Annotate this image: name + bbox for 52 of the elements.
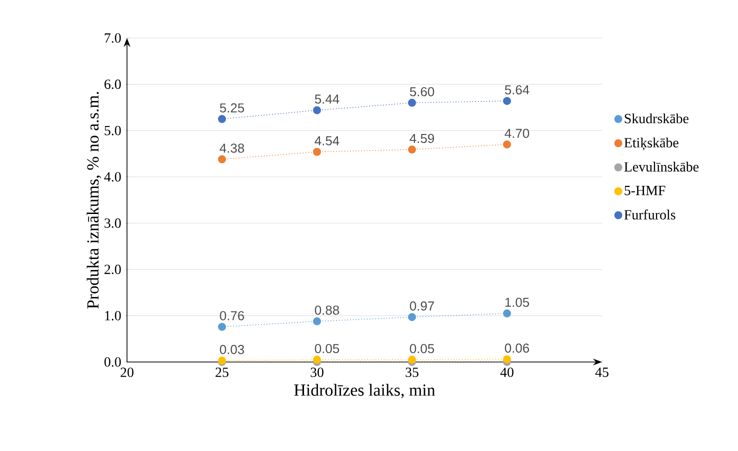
data-label: 4.38 — [220, 144, 244, 153]
point — [313, 148, 321, 156]
point — [218, 322, 226, 331]
point — [408, 313, 416, 322]
point — [408, 146, 416, 154]
x-tick-label: 30 — [310, 368, 324, 378]
y-tick-label: 7.0 — [104, 33, 121, 43]
point — [313, 106, 321, 114]
y-axis-title: Produkta iznākums, % no a.s.m. — [86, 92, 102, 309]
legend-label: Furfurols — [624, 210, 676, 220]
y-tick-label: 6.0 — [104, 80, 121, 90]
data-label: 5.64 — [504, 85, 530, 94]
data-label: 0.05 — [410, 344, 434, 354]
data-label: 4.70 — [504, 128, 530, 138]
data-label: 0.05 — [314, 344, 340, 354]
legend-label: 5-HMF — [624, 186, 666, 196]
data-label: 1.05 — [505, 298, 530, 307]
data-label: 5.25 — [220, 103, 244, 112]
y-tick-label: 4.0 — [104, 172, 121, 182]
x-tick-label: 25 — [216, 368, 228, 378]
x-tick-label: 40 — [500, 368, 514, 378]
point — [408, 98, 416, 107]
x-tick-label: 35 — [406, 368, 418, 378]
x-tick-label: 45 — [595, 368, 608, 377]
x-tick-label: 20 — [120, 368, 134, 378]
point — [218, 155, 226, 164]
y-tick-label: 2.0 — [104, 264, 121, 274]
point — [218, 115, 226, 123]
legend-label: Skudrskābe — [624, 113, 688, 124]
data-label: 0.88 — [314, 306, 340, 315]
legend-label: Etiķskābe — [624, 138, 678, 150]
data-label: 5.60 — [410, 87, 434, 96]
data-label: 5.44 — [314, 94, 340, 104]
point — [313, 356, 321, 364]
y-tick-label: 5.0 — [104, 126, 121, 136]
data-label: 4.54 — [314, 136, 340, 146]
y-tick-label: 0.0 — [104, 357, 121, 367]
data-label: 4.59 — [410, 134, 434, 144]
data-label: 0.76 — [220, 311, 244, 320]
data-label: 0.03 — [220, 344, 244, 354]
point — [313, 317, 321, 326]
point — [408, 356, 416, 364]
x-axis-title: Hidrolīzes laiks, min — [294, 384, 436, 398]
point — [503, 96, 512, 105]
point — [503, 140, 512, 148]
data-label: 0.06 — [504, 344, 530, 353]
data-label: 0.97 — [410, 301, 434, 311]
point — [503, 355, 512, 364]
legend-label: Levulīnskābe — [624, 162, 699, 172]
y-tick-label: 3.0 — [104, 218, 121, 228]
y-tick-label: 1.0 — [105, 310, 121, 320]
point — [503, 309, 512, 318]
